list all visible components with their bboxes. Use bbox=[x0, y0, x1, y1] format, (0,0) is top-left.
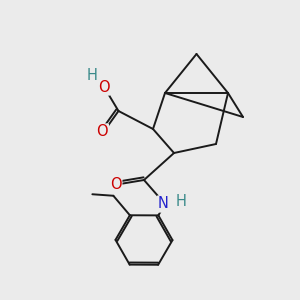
Text: H: H bbox=[176, 194, 187, 209]
Text: N: N bbox=[158, 196, 169, 211]
Text: O: O bbox=[110, 177, 121, 192]
Text: H: H bbox=[87, 68, 98, 83]
Text: O: O bbox=[98, 80, 109, 94]
Text: O: O bbox=[96, 124, 108, 140]
